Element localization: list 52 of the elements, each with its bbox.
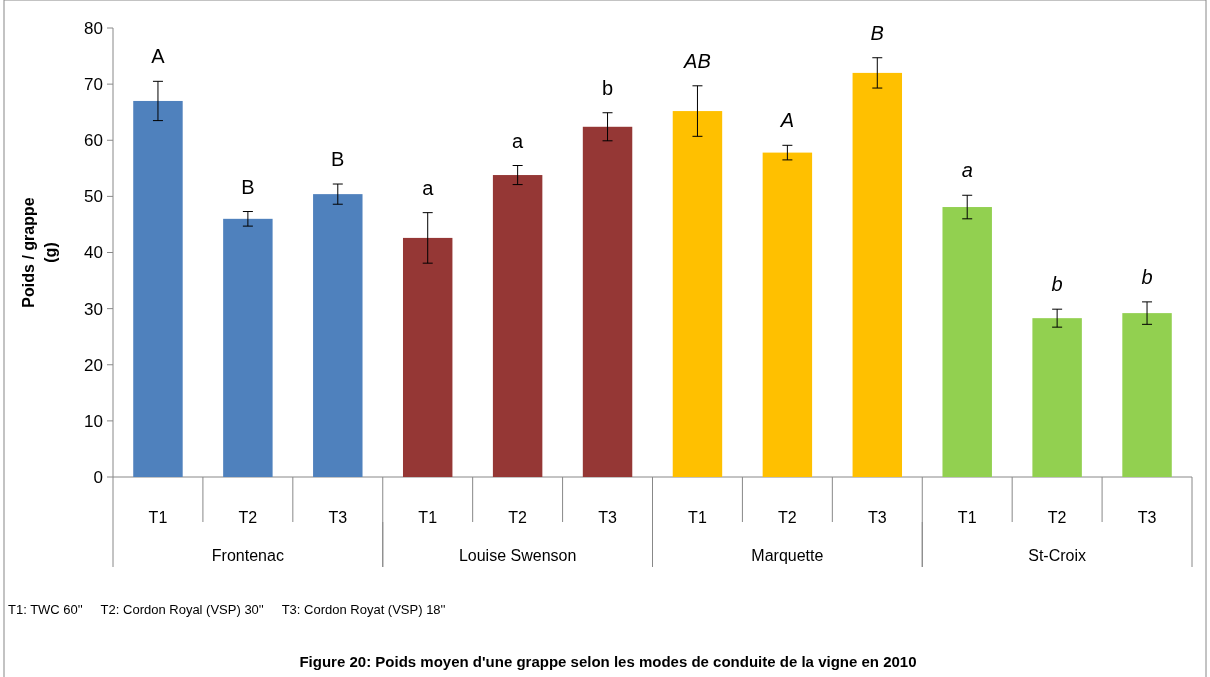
annotation: a <box>961 159 973 182</box>
bar <box>402 237 453 477</box>
annotation: b <box>1051 273 1063 296</box>
y-tick-label: 80 <box>84 18 103 38</box>
x-tick-label: T2 <box>508 509 528 526</box>
x-tick-label: T2 <box>1047 509 1067 526</box>
text: Frontenac <box>211 547 284 564</box>
x-tick-label: T1 <box>148 509 168 526</box>
y-tick-label: 60 <box>84 131 103 151</box>
bar <box>1122 313 1172 477</box>
bar <box>313 194 363 477</box>
x-tick-label: T3 <box>328 509 348 526</box>
annotation: B <box>241 175 255 198</box>
bar <box>762 152 813 477</box>
y-tick-label: 70 <box>84 75 103 95</box>
bar <box>582 126 633 477</box>
annotation: b <box>601 76 614 99</box>
bar <box>492 175 543 477</box>
bar <box>1032 318 1082 477</box>
bar <box>133 100 183 477</box>
x-tick-label: T3 <box>1137 509 1157 526</box>
x-tick-label: T3 <box>598 509 617 526</box>
annotation: a <box>512 129 525 152</box>
annotation: B <box>331 148 345 171</box>
x-tick-label: T3 <box>867 509 887 526</box>
x-tick-label: T2 <box>238 509 258 526</box>
text: St-Croix <box>1028 547 1087 564</box>
x-tick-label: T1 <box>688 509 707 526</box>
annotation: A <box>151 45 166 68</box>
y-tick-label: 30 <box>84 299 103 319</box>
text: Marquette <box>751 547 824 564</box>
y-tick-label: 40 <box>84 243 103 263</box>
annotation: b <box>1141 265 1153 288</box>
annotation: AB <box>683 49 711 72</box>
x-tick-label: T1 <box>418 509 438 526</box>
bar <box>672 111 723 477</box>
text: Figure 20: Poids moyen d'une grappe selon les modes de conduite de la vigne en 2010 <box>299 653 917 670</box>
text: Louise Swenson <box>458 547 577 564</box>
annotation: A <box>779 109 795 132</box>
bar <box>852 72 903 477</box>
x-tick-label: T1 <box>957 509 977 526</box>
bar <box>223 218 273 477</box>
y-tick-label: 20 <box>84 355 103 375</box>
bar <box>942 207 992 477</box>
text: T1: TWC 60'' T2: Cordon Royal (VSP) 30'' T3: Cordon Royat (VSP) 18'' <box>8 602 446 617</box>
annotation: a <box>422 176 435 199</box>
x-tick-label: T2 <box>778 509 797 526</box>
y-tick-label: 10 <box>84 411 103 431</box>
y-tick-label: 50 <box>84 187 103 207</box>
y-tick-label: 0 <box>93 467 103 487</box>
annotation: B <box>870 21 884 44</box>
y-axis-title: Poids / grappe (g) <box>20 197 59 308</box>
